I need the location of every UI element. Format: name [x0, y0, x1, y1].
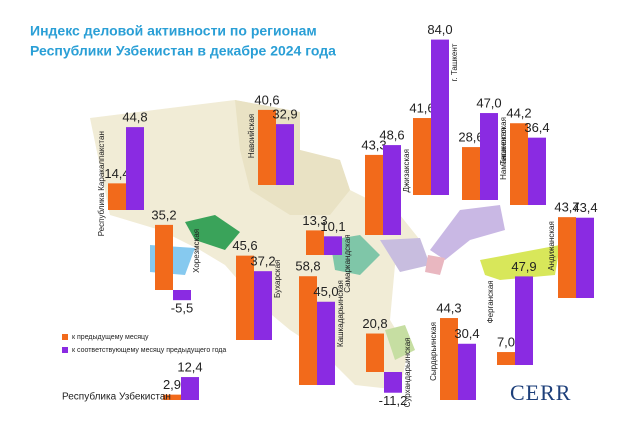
bar: [306, 230, 324, 255]
bar: [458, 343, 476, 400]
category-label: Навоийская: [247, 114, 256, 158]
value-label: 7,0: [497, 334, 515, 349]
bar: [440, 318, 458, 400]
bar: [510, 123, 528, 205]
legend-label: к соответствующему месяцу предыдущего го…: [72, 347, 226, 354]
bar: [173, 290, 191, 301]
value-label: 43,3: [361, 137, 386, 152]
bar: [497, 352, 515, 365]
legend-swatch: [62, 334, 68, 340]
bar: [431, 39, 449, 195]
bar: [254, 271, 272, 340]
value-label: 12,4: [177, 359, 202, 374]
value-label: 44,3: [436, 300, 461, 315]
chart-title: Индекс деловой активности по регионам: [30, 23, 317, 39]
bar: [366, 333, 384, 372]
map-khorezm: [185, 215, 240, 250]
value-label: 36,4: [524, 120, 549, 135]
value-label: 10,1: [320, 219, 345, 234]
category-label: Ташкентская: [499, 117, 508, 165]
category-label: Бухарская: [273, 260, 282, 298]
value-label: 40,6: [254, 92, 279, 107]
value-label: -11,2: [379, 393, 408, 408]
category-label: Хорезмская: [192, 229, 201, 273]
value-label: 35,2: [151, 207, 176, 222]
bar: [515, 276, 533, 365]
category-label: Республика Каракалпакстан: [97, 131, 106, 236]
bar: [299, 276, 317, 385]
value-label: 84,0: [427, 22, 452, 37]
value-label: 32,9: [272, 107, 297, 122]
bar: [181, 377, 199, 400]
bar: [317, 301, 335, 385]
bar: [276, 124, 294, 185]
category-label: Самаркандская: [343, 234, 352, 292]
category-label: Ферганская: [486, 280, 495, 323]
map-samarkand: [330, 235, 380, 275]
category-label: Наманганская: [499, 127, 508, 180]
bar: [108, 183, 126, 210]
map-jizzakh: [380, 238, 430, 272]
bar: [163, 394, 181, 400]
chart-title: Республики Узбекистан в декабре 2024 год…: [30, 43, 336, 59]
bar: [236, 255, 254, 340]
value-label: 2,9: [163, 377, 181, 392]
value-label: 43,4: [572, 200, 597, 215]
map: [90, 100, 560, 390]
bar: [413, 118, 431, 195]
value-label: 45,0: [313, 284, 338, 299]
category-label: Сырдарьинская: [429, 322, 438, 381]
value-label: 58,8: [295, 259, 320, 274]
bar: [528, 137, 546, 205]
category-label: Андижанская: [547, 221, 556, 271]
value-label: 14,4: [104, 166, 129, 181]
value-label: 47,9: [511, 259, 536, 274]
value-label: 37,2: [250, 254, 275, 269]
logo: CERR: [510, 380, 571, 405]
map-fergana: [480, 245, 560, 280]
bar: [558, 217, 576, 298]
category-label: г. Ташкент: [450, 43, 459, 81]
bar: [155, 224, 173, 290]
bar: [383, 145, 401, 235]
category-label: Сурхандарьинская: [403, 338, 412, 408]
map-tashkent: [430, 205, 505, 260]
value-label: -5,5: [171, 301, 193, 316]
bar: [365, 154, 383, 235]
category-label: Кашкадарьинская: [336, 280, 345, 347]
value-label: 41,6: [409, 100, 434, 115]
legend-label: к предыдущему месяцу: [72, 334, 149, 341]
bar: [384, 372, 402, 393]
bar: [462, 147, 480, 200]
value-label: 28,6: [458, 130, 483, 145]
value-label: 45,6: [232, 238, 257, 253]
value-label: 30,4: [454, 326, 479, 341]
category-label: Джизакская: [402, 149, 411, 192]
category-label: Республика Узбекистан: [62, 391, 171, 403]
bar: [324, 236, 342, 255]
map-surkhandarya: [385, 325, 415, 360]
map-syrdarya: [425, 255, 445, 275]
value-label: 43,7: [554, 200, 579, 215]
value-label: 44,8: [122, 110, 147, 125]
value-label: 20,8: [362, 316, 387, 331]
bar: [480, 113, 498, 200]
value-label: 48,6: [379, 128, 404, 143]
bar: [126, 127, 144, 210]
value-label: 44,2: [506, 106, 531, 121]
bar: [258, 109, 276, 185]
value-label: 47,0: [476, 95, 501, 110]
legend-swatch: [62, 347, 68, 353]
value-label: 13,3: [302, 213, 327, 228]
bar: [576, 217, 594, 298]
